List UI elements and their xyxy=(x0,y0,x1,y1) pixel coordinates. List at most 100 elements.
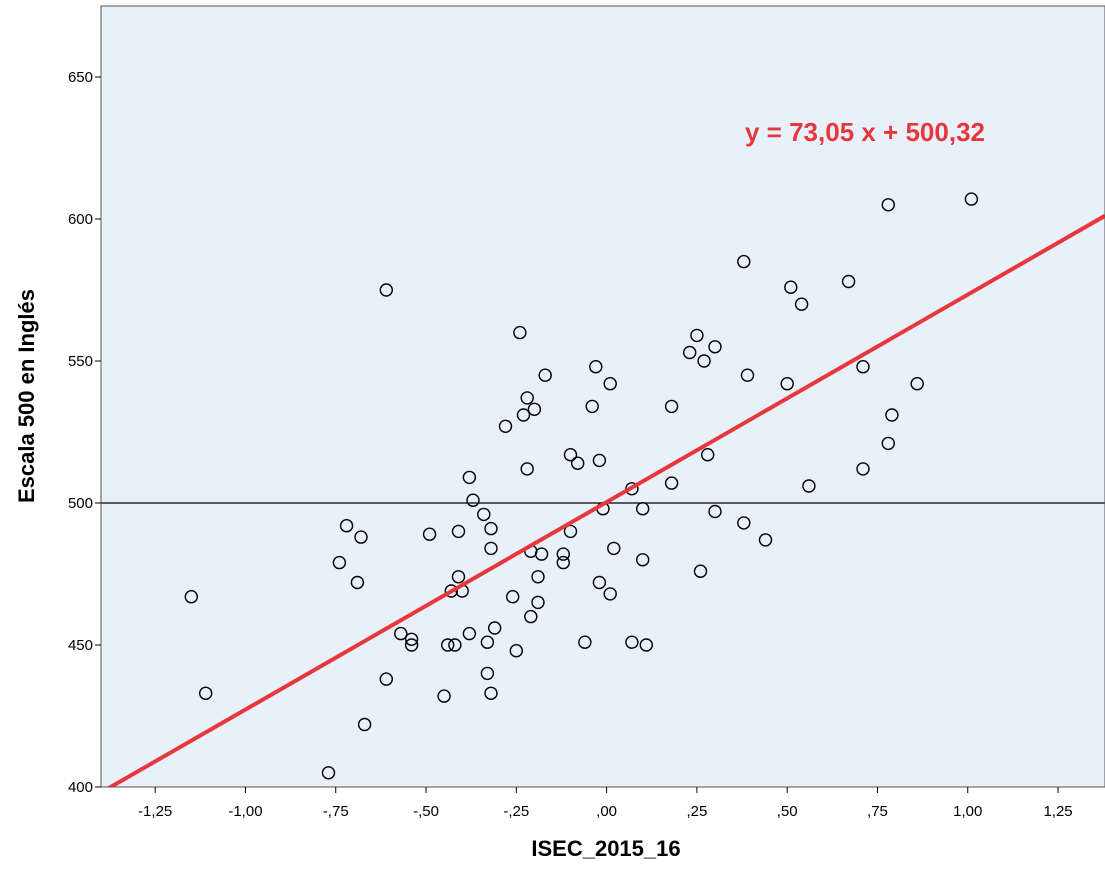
data-point xyxy=(509,644,523,658)
y-tick-label: 450 xyxy=(68,637,93,654)
data-point xyxy=(636,553,650,567)
data-point xyxy=(603,587,617,601)
data-point xyxy=(339,519,354,533)
data-point xyxy=(697,354,711,368)
data-point xyxy=(466,493,480,507)
data-point xyxy=(664,476,679,490)
data-point xyxy=(592,575,607,590)
data-point xyxy=(693,564,708,578)
fit-line xyxy=(106,214,1105,787)
data-point xyxy=(881,198,895,212)
data-point xyxy=(506,590,520,604)
data-point xyxy=(701,448,715,462)
data-point xyxy=(625,635,639,649)
data-point xyxy=(780,377,794,391)
data-point xyxy=(321,766,336,780)
x-tick-label: -1,25 xyxy=(138,803,172,820)
y-tick-label: 600 xyxy=(68,211,93,228)
data-point xyxy=(404,632,419,646)
x-tick-label: 1,25 xyxy=(1043,803,1072,820)
x-axis-label: ISEC_2015_16 xyxy=(531,836,680,861)
data-point xyxy=(462,626,477,641)
data-point xyxy=(462,470,477,485)
data-point xyxy=(841,274,856,289)
x-tick-label: ,75 xyxy=(867,803,888,820)
data-point xyxy=(379,672,393,686)
data-point xyxy=(690,328,704,343)
data-point xyxy=(513,325,527,340)
data-point xyxy=(451,570,466,584)
data-point xyxy=(556,547,570,561)
data-point xyxy=(794,297,809,311)
data-point xyxy=(910,377,924,391)
data-point xyxy=(964,192,979,206)
data-point xyxy=(484,541,498,556)
data-point xyxy=(379,283,393,297)
data-point xyxy=(758,533,773,547)
data-point xyxy=(354,530,368,544)
data-point xyxy=(784,280,798,294)
x-tick-label: -,50 xyxy=(413,803,439,820)
data-point xyxy=(885,408,899,422)
x-tick-label: ,25 xyxy=(686,803,707,820)
data-point xyxy=(441,638,455,652)
plot-border xyxy=(100,5,1105,788)
data-point xyxy=(708,340,722,354)
y-axis-label: Escala 500 en Inglés xyxy=(14,289,39,503)
data-point xyxy=(437,689,451,703)
data-point xyxy=(585,399,599,414)
y-tick-label: 550 xyxy=(68,353,93,370)
data-point xyxy=(527,402,542,416)
data-point xyxy=(881,436,895,451)
data-point xyxy=(350,575,365,590)
data-point xyxy=(524,609,538,624)
data-point xyxy=(448,638,462,652)
data-point xyxy=(639,638,653,652)
data-point xyxy=(451,524,466,539)
data-point xyxy=(484,521,498,536)
data-point xyxy=(571,456,585,470)
data-point xyxy=(802,479,816,493)
data-point xyxy=(531,595,545,610)
data-point xyxy=(498,419,513,433)
x-tick-label: -,75 xyxy=(323,803,349,820)
data-point xyxy=(607,541,621,556)
data-point xyxy=(636,502,650,516)
data-point xyxy=(737,516,751,530)
data-point xyxy=(856,360,870,374)
data-point xyxy=(422,527,437,541)
data-point xyxy=(589,360,603,374)
plot-background xyxy=(101,6,1105,787)
fit-equation-label: y = 73,05 x + 500,32 xyxy=(745,117,985,147)
data-point xyxy=(563,524,578,539)
data-point xyxy=(556,555,570,570)
data-point xyxy=(520,391,534,405)
data-point xyxy=(592,453,607,468)
x-tick-label: -,25 xyxy=(503,803,529,820)
data-point xyxy=(198,686,213,700)
data-point xyxy=(531,570,545,584)
data-point xyxy=(578,635,592,649)
data-point xyxy=(332,555,347,570)
data-point xyxy=(520,462,534,476)
x-tick-label: ,00 xyxy=(596,803,617,820)
data-point xyxy=(480,635,495,649)
data-point xyxy=(664,399,679,414)
y-tick-label: 500 xyxy=(68,495,93,512)
data-point xyxy=(683,345,697,360)
data-point xyxy=(477,507,491,522)
data-point xyxy=(480,666,495,681)
data-point xyxy=(856,462,870,476)
data-point xyxy=(357,717,372,732)
y-tick-label: 400 xyxy=(68,779,93,796)
data-point xyxy=(563,448,578,462)
data-point xyxy=(708,504,722,519)
data-point xyxy=(488,621,502,635)
y-tick-label: 650 xyxy=(68,69,93,86)
data-point xyxy=(603,377,617,391)
x-tick-label: -1,00 xyxy=(228,803,262,820)
data-point xyxy=(444,584,458,598)
x-tick-label: 1,00 xyxy=(953,803,982,820)
